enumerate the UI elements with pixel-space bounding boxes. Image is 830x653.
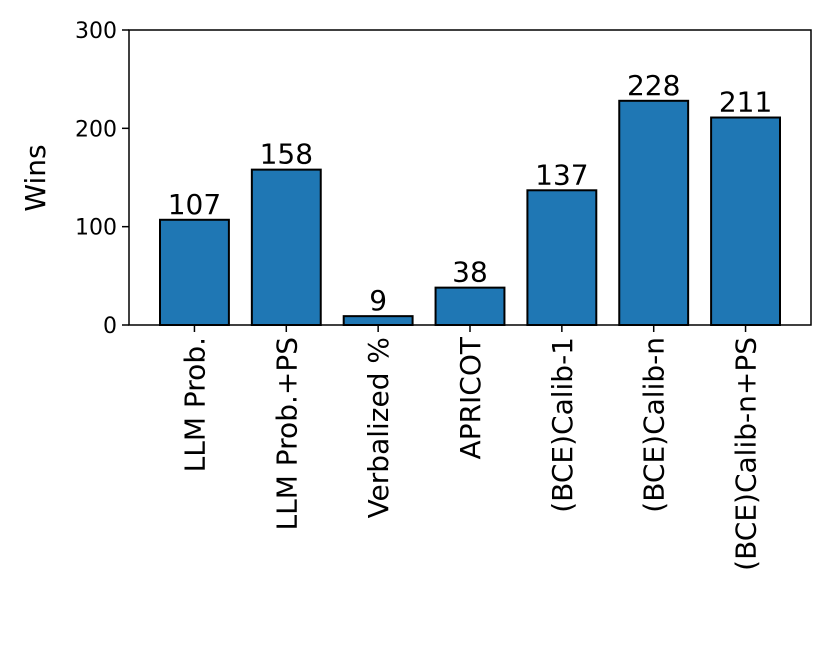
y-tick-label: 100 — [75, 216, 117, 241]
x-tick-label: APRICOT — [454, 336, 487, 459]
y-axis-label: Wins — [19, 144, 52, 211]
x-tick-label: (BCE)Calib-n — [638, 337, 671, 513]
x-tick-label: (BCE)Calib-n+PS — [730, 337, 763, 571]
bar — [342, 315, 414, 326]
value-label: 107 — [168, 188, 221, 221]
x-tick-label: LLM Prob. — [178, 337, 211, 472]
value-label: 211 — [719, 86, 772, 119]
bar — [618, 99, 690, 326]
value-label: 158 — [260, 138, 313, 171]
bar — [250, 168, 322, 326]
value-label: 9 — [369, 284, 387, 317]
y-tick-label: 300 — [75, 19, 117, 44]
x-tick-label: LLM Prob.+PS — [270, 337, 303, 530]
bar — [159, 218, 230, 327]
value-label: 137 — [535, 158, 588, 191]
bar — [526, 189, 598, 326]
value-label: 38 — [452, 256, 488, 289]
x-tick-label: Verbalized % — [362, 337, 395, 518]
bar — [434, 286, 506, 326]
x-tick-label: (BCE)Calib-1 — [546, 337, 579, 513]
y-tick-label: 200 — [75, 117, 117, 142]
bar — [710, 116, 781, 327]
y-tick-label: 0 — [103, 314, 117, 339]
plot-frame — [128, 29, 812, 326]
value-label: 228 — [627, 69, 680, 102]
